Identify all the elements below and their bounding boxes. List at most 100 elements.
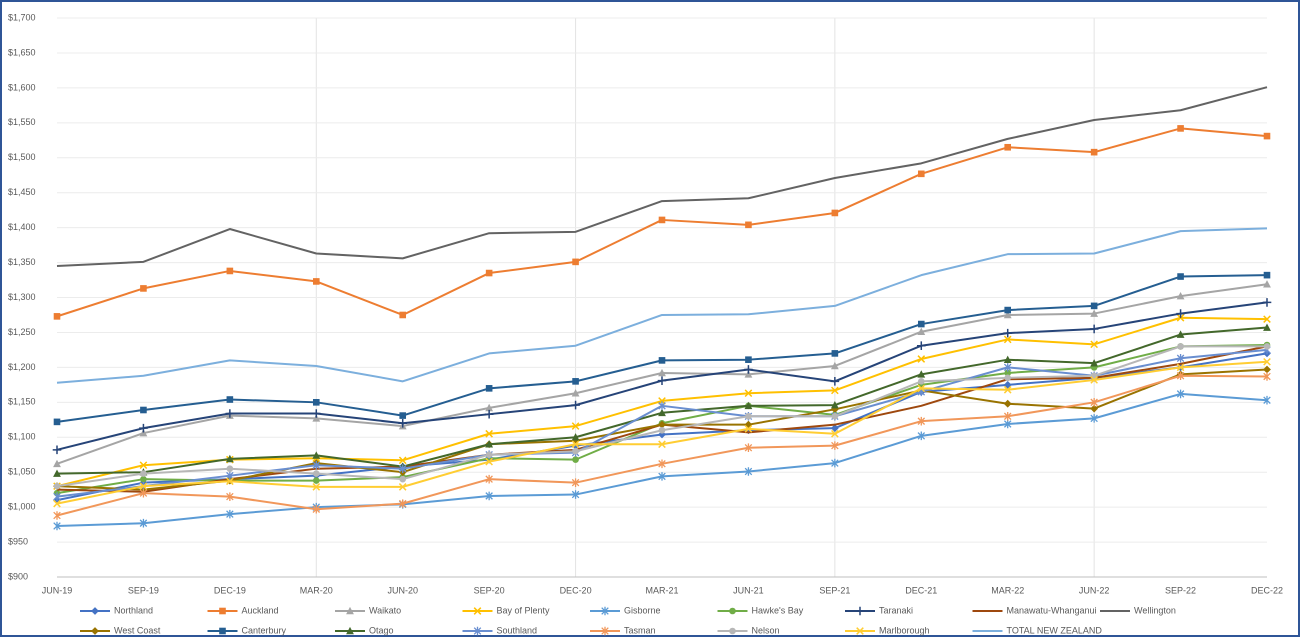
marker xyxy=(744,467,753,476)
marker xyxy=(1263,395,1271,405)
legend-label: TOTAL NEW ZEALAND xyxy=(1007,625,1103,635)
marker xyxy=(53,418,61,426)
y-tick-label: $1,300 xyxy=(8,292,36,302)
marker xyxy=(398,483,407,491)
marker xyxy=(485,269,493,277)
marker xyxy=(473,607,482,615)
marker xyxy=(571,478,580,487)
marker xyxy=(52,445,62,455)
x-tick-label: JUN-22 xyxy=(1079,585,1110,595)
marker xyxy=(1090,398,1098,407)
marker xyxy=(658,401,666,411)
marker xyxy=(226,396,234,403)
marker xyxy=(745,412,752,420)
marker xyxy=(658,216,666,224)
x-tick-label: MAR-22 xyxy=(991,585,1024,595)
marker xyxy=(917,170,925,178)
marker xyxy=(658,426,666,434)
marker xyxy=(1263,357,1271,366)
marker xyxy=(312,504,321,514)
y-tick-label: $1,200 xyxy=(8,362,36,372)
marker xyxy=(658,357,666,364)
y-tick-label: $1,650 xyxy=(8,47,36,57)
marker xyxy=(1090,404,1099,413)
marker xyxy=(1004,374,1012,382)
marker xyxy=(312,414,321,422)
marker xyxy=(1003,335,1012,344)
marker xyxy=(53,482,61,490)
marker xyxy=(1263,271,1271,279)
marker xyxy=(311,409,321,418)
legend-label: Manawatu-Whanganui xyxy=(1007,605,1097,615)
marker xyxy=(1263,315,1271,323)
marker xyxy=(1176,389,1185,399)
marker xyxy=(658,420,666,429)
marker xyxy=(855,606,865,616)
marker xyxy=(745,221,752,229)
marker xyxy=(53,469,61,477)
marker xyxy=(139,428,148,437)
series-line xyxy=(56,86,1268,268)
marker xyxy=(53,511,61,520)
marker xyxy=(1003,310,1012,319)
marker xyxy=(139,518,148,528)
marker xyxy=(744,401,753,410)
marker xyxy=(658,472,666,481)
marker xyxy=(917,431,926,441)
marker xyxy=(917,370,926,378)
series xyxy=(53,280,1271,468)
marker xyxy=(744,370,753,378)
legend-label: Auckland xyxy=(242,605,279,615)
legend-label: Northland xyxy=(114,605,153,615)
legend-label: Tasman xyxy=(624,625,656,635)
marker xyxy=(485,429,493,438)
marker xyxy=(831,429,839,438)
marker xyxy=(831,441,839,450)
x-tick-label: JUN-20 xyxy=(387,585,418,595)
marker xyxy=(219,627,226,635)
marker xyxy=(140,475,147,483)
marker xyxy=(1263,132,1271,140)
marker xyxy=(225,409,235,418)
marker xyxy=(1176,330,1185,338)
marker xyxy=(139,423,148,433)
marker xyxy=(53,499,61,508)
marker xyxy=(226,267,234,275)
marker xyxy=(312,451,321,459)
marker xyxy=(485,403,494,412)
marker xyxy=(1003,328,1013,338)
marker xyxy=(398,464,407,473)
marker xyxy=(745,356,752,363)
marker xyxy=(1003,411,1012,421)
marker xyxy=(658,408,666,417)
series xyxy=(53,389,1271,531)
marker xyxy=(831,209,839,217)
marker xyxy=(1263,372,1271,381)
x-tick-label: DEC-19 xyxy=(214,585,246,595)
marker xyxy=(831,350,839,357)
marker xyxy=(729,627,736,635)
legend-label: West Coast xyxy=(114,625,161,635)
marker xyxy=(1177,343,1184,350)
marker xyxy=(1263,365,1271,374)
marker xyxy=(1090,148,1098,156)
marker xyxy=(917,384,926,393)
legend-label: Nelson xyxy=(752,625,780,635)
x-tick-label: DEC-22 xyxy=(1251,585,1283,595)
marker xyxy=(1176,363,1185,372)
legend-label: Gisborne xyxy=(624,605,661,615)
marker xyxy=(1176,292,1185,300)
marker xyxy=(658,440,666,449)
marker xyxy=(729,607,736,615)
series xyxy=(56,227,1268,384)
y-tick-label: $1,250 xyxy=(8,327,36,337)
marker xyxy=(346,626,354,635)
marker xyxy=(312,399,320,406)
marker xyxy=(140,285,147,292)
marker xyxy=(601,626,609,636)
legend-label: Bay of Plenty xyxy=(497,605,551,615)
marker xyxy=(312,477,320,484)
legend-label: Taranaki xyxy=(879,605,913,615)
marker xyxy=(917,378,925,385)
marker xyxy=(399,412,407,419)
